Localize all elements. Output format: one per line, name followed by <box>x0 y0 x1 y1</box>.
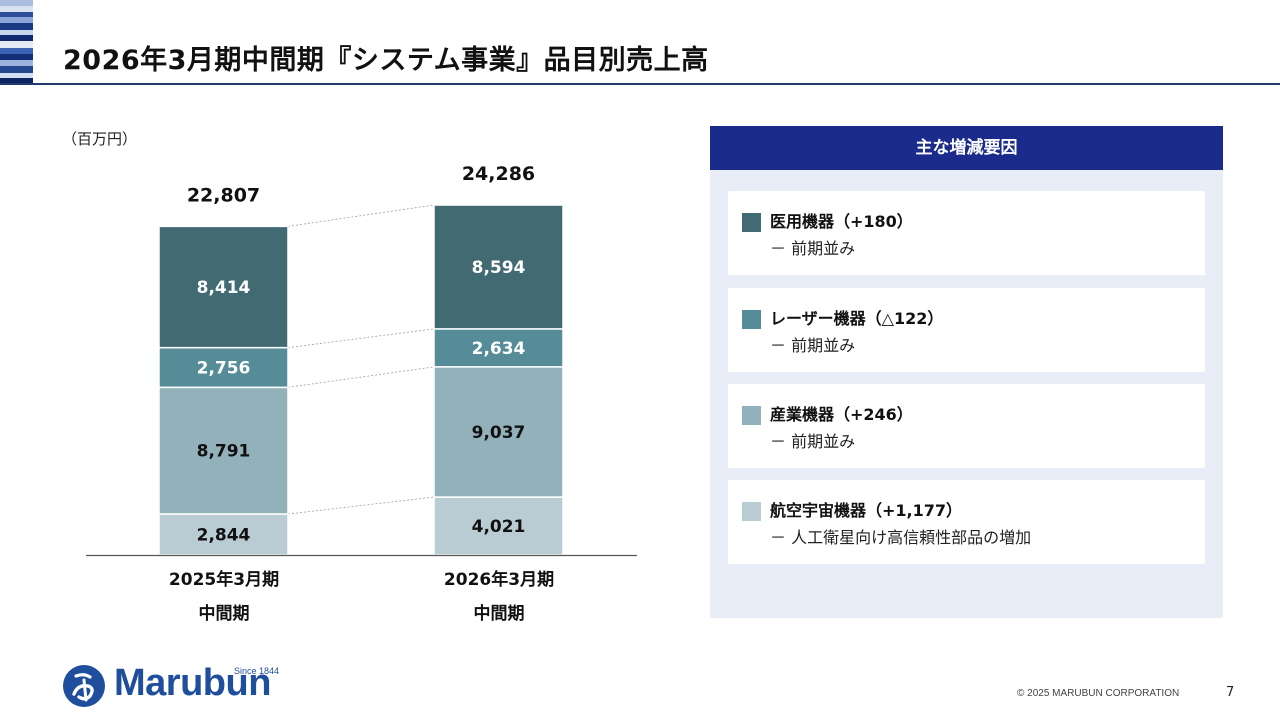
factor-label: レーザー機器（△122） <box>770 309 944 328</box>
bar-industrial-2025 <box>158 386 289 515</box>
logo-since: Since 1844 <box>234 666 280 676</box>
factor-detail: － 人工衛星向け高信頼性部品の増加 <box>770 528 1032 547</box>
total-label-2025: 22,807 <box>187 184 260 206</box>
factor-label: 産業機器（+246） <box>770 405 913 424</box>
chart-unit-label: （百万円） <box>62 130 138 148</box>
data-label-industrial-2026: 9,037 <box>472 423 526 443</box>
connector-line <box>287 496 435 515</box>
legend-swatch-industrial <box>742 406 761 425</box>
factor-detail: － 前期並み <box>770 336 856 355</box>
connector-line <box>287 204 435 227</box>
bar-laser-2026 <box>433 328 564 368</box>
factor-aerospace: 航空宇宙機器（+1,177） － 人工衛星向け高信頼性部品の増加 <box>728 480 1205 564</box>
data-label-medical-2026: 8,594 <box>472 258 526 278</box>
data-label-medical-2025: 8,414 <box>197 278 251 298</box>
data-label-industrial-2025: 8,791 <box>197 442 251 462</box>
header-stripe-decoration <box>0 0 33 84</box>
factors-panel-title: 主な増減要因 <box>710 126 1223 170</box>
logo-wordmark: Marubun <box>114 662 271 704</box>
bar-medical-2025 <box>158 225 289 349</box>
copyright: © 2025 MARUBUN CORPORATION <box>1017 688 1180 699</box>
x-axis-label-2026: 2026年3月期 中間期 <box>443 570 555 624</box>
factor-industrial: 産業機器（+246） － 前期並み <box>728 384 1205 468</box>
data-label-aerospace-2025: 2,844 <box>197 526 251 546</box>
legend-swatch-aerospace <box>742 502 761 521</box>
legend-swatch-medical <box>742 213 761 232</box>
total-label-2026: 24,286 <box>462 163 535 185</box>
factor-laser: レーザー機器（△122） － 前期並み <box>728 288 1205 372</box>
legend-swatch-laser <box>742 310 761 329</box>
factor-detail: － 前期並み <box>770 239 856 258</box>
data-label-laser-2026: 2,634 <box>472 339 526 359</box>
factor-medical: 医用機器（+180） － 前期並み <box>728 191 1205 275</box>
bar-industrial-2026 <box>433 366 564 498</box>
factor-label: 医用機器（+180） <box>770 212 913 231</box>
stacked-bar-chart: 2,844 8,791 2,756 8,414 22,807 4,021 9,037 2,63… <box>86 163 637 557</box>
x-axis-label-2025: 2025年3月期 中間期 <box>168 570 280 624</box>
bar-laser-2025 <box>158 346 289 389</box>
factor-detail: － 前期並み <box>770 432 856 451</box>
data-label-laser-2025: 2,756 <box>197 358 251 378</box>
factors-panel: 主な増減要因 医用機器（+180） － 前期並み レーザー機器（△122） － … <box>710 126 1223 618</box>
page-title: 2026年3月期中間期『システム事業』品目別売上高 <box>63 45 709 76</box>
title-underline <box>0 83 1280 85</box>
connector-line <box>287 366 435 388</box>
factor-label: 航空宇宙機器（+1,177） <box>770 501 963 520</box>
marubun-logo: Marubun Since 1844 <box>62 662 292 710</box>
page-number: 7 <box>1226 685 1235 700</box>
marubun-logo-mark-icon <box>63 665 105 707</box>
bar-medical-2026 <box>433 204 564 330</box>
data-label-aerospace-2026: 4,021 <box>472 517 526 537</box>
connector-line <box>287 328 435 349</box>
